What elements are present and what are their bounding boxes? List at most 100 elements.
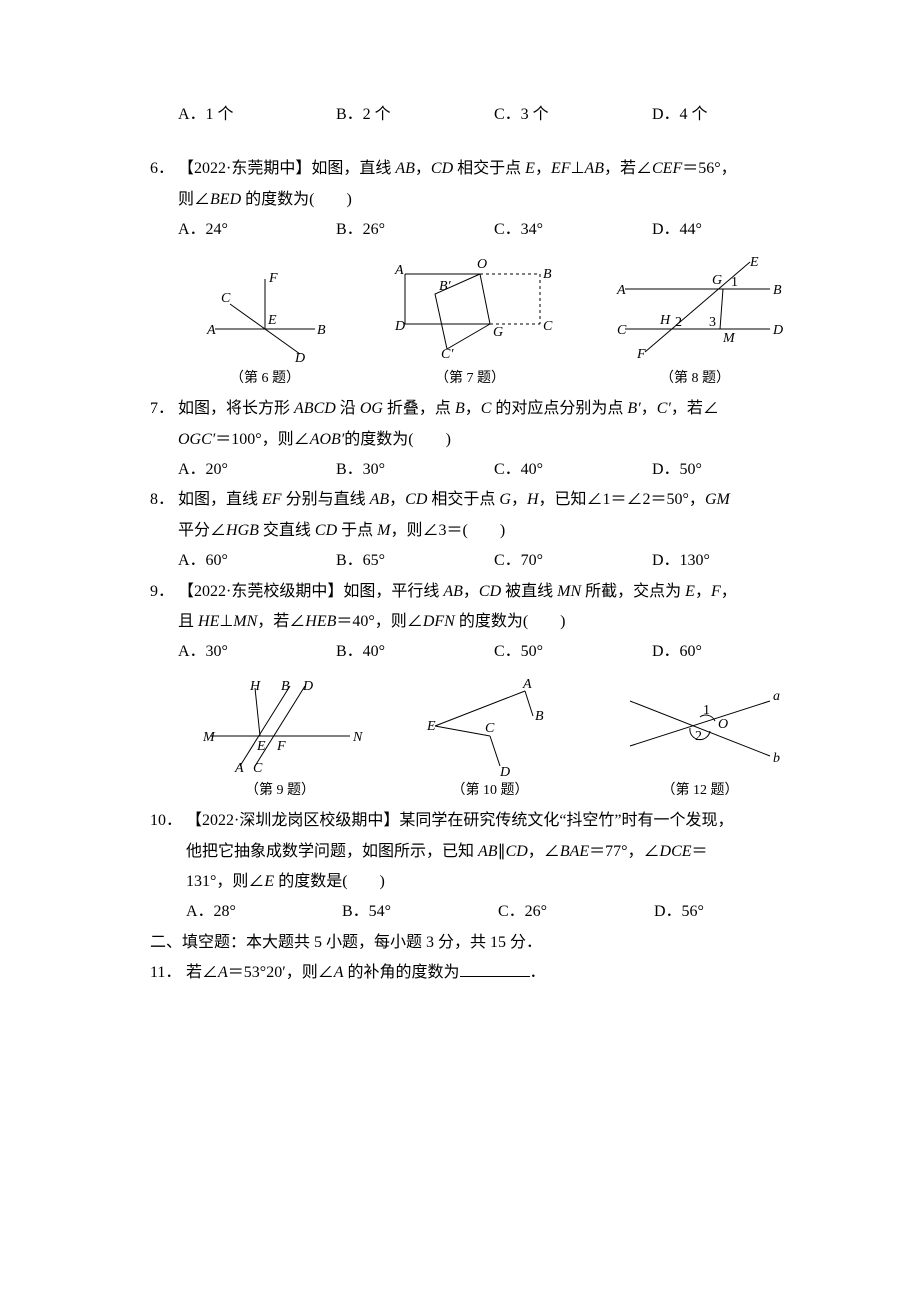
q11-t4: ． [530, 964, 546, 981]
q7-ogc: OGC′ [178, 431, 215, 448]
q8-m: M [377, 522, 390, 539]
fig9: M N H B D A C E F （第 9 题） [195, 676, 365, 805]
q9-t4: ， [721, 583, 737, 600]
q6-opt-b: B．26° [336, 215, 494, 245]
q7-t3: 折叠，点 [383, 400, 455, 417]
svg-text:G: G [493, 325, 503, 340]
figures-9-10-12: M N H B D A C E F （第 9 题） A [150, 676, 810, 805]
spacer [150, 130, 810, 154]
q8-l2a: 平分∠ [178, 522, 226, 539]
svg-text:F: F [268, 271, 278, 286]
q8-opt-d: D．130° [652, 546, 810, 576]
q6-ab2: AB [584, 160, 604, 177]
q10-line2: 他把它抽象成数学问题，如图所示，已知 AB∥CD，∠BAE＝77°，∠DCE＝ [150, 837, 810, 867]
q10-dce: DCE [660, 843, 692, 860]
q9-l2a: 且 [178, 613, 198, 630]
q9-options: A．30° B．40° C．50° D．60° [150, 637, 810, 667]
svg-text:1: 1 [703, 703, 710, 718]
q9-c1: ， [463, 583, 479, 600]
q8-opt-a: A．60° [178, 546, 336, 576]
q8-t1: 如图，直线 [178, 491, 262, 508]
svg-text:2: 2 [675, 315, 682, 330]
q6-t1: 【2022·东莞期中】如图，直线 [178, 160, 395, 177]
q8-line2: 平分∠HGB 交直线 CD 于点 M，则∠3＝( ) [150, 516, 810, 546]
q7-options: A．20° B．30° C．40° D．50° [150, 455, 810, 485]
q10-body: 【2022·深圳龙岗区校级期中】某同学在研究传统文化“抖空竹”时有一个发现， [186, 806, 810, 836]
fig7: A O B D G C B′ C′ （第 7 题） [385, 254, 555, 393]
q10-l3b: 的度数是( ) [274, 873, 385, 890]
q11-num: 11． [150, 958, 186, 988]
q9-l2b: ⊥ [219, 613, 233, 630]
svg-text:a: a [773, 689, 780, 704]
svg-text:E: E [256, 739, 266, 754]
q5-opt-b: B．2 个 [336, 100, 494, 130]
svg-text:M: M [722, 331, 736, 346]
q5-options: A．1 个 B．2 个 C．3 个 D．4 个 [150, 100, 810, 130]
q6-e: E [525, 160, 535, 177]
q8-num: 8． [150, 485, 178, 515]
svg-text:G: G [712, 273, 722, 288]
q11-t1: 若∠ [186, 964, 218, 981]
q10-ab: AB [478, 843, 498, 860]
svg-text:1: 1 [731, 275, 738, 290]
q10-cd: CD [506, 843, 528, 860]
q7-c: C [481, 400, 492, 417]
q9: 9． 【2022·东莞校级期中】如图，平行线 AB，CD 被直线 MN 所截，交… [150, 577, 810, 607]
q10-l3a: 131°，则∠ [186, 873, 264, 890]
q7-line2: OGC′＝100°，则∠AOB′的度数为( ) [150, 425, 810, 455]
q7-l2c: 的度数为( ) [344, 431, 451, 448]
q6-cef: CEF [652, 160, 682, 177]
q10-c1: ，∠ [528, 843, 560, 860]
q10-eq2: ＝ [692, 843, 708, 860]
q10-t1: 【2022·深圳龙岗区校级期中】某同学在研究传统文化“抖空竹”时有一个发现， [186, 812, 734, 829]
fig7-cap: （第 7 题） [435, 366, 505, 393]
q7-aob: AOB′ [310, 431, 345, 448]
q8-t3: 相交于点 [427, 491, 499, 508]
svg-text:C: C [617, 323, 627, 338]
q9-opt-d: D．60° [652, 637, 810, 667]
q7: 7． 如图，将长方形 ABCD 沿 OG 折叠，点 B，C 的对应点分别为点 B… [150, 394, 810, 424]
q8-hgb: HGB [226, 522, 259, 539]
q7-t5: ，若∠ [671, 400, 719, 417]
fig10: A B E C D （第 10 题） [415, 676, 565, 805]
q6-c2: ， [535, 160, 551, 177]
q7-opt-c: C．40° [494, 455, 652, 485]
svg-text:B: B [535, 709, 544, 724]
q7-b: B [455, 400, 465, 417]
fig6-svg: F C A B E D [195, 264, 335, 364]
fig10-svg: A B E C D [415, 676, 565, 776]
svg-text:D: D [394, 319, 405, 334]
page: A．1 个 B．2 个 C．3 个 D．4 个 6． 【2022·东莞期中】如图… [0, 0, 920, 1049]
q6-bed: BED [210, 191, 241, 208]
q10-par: ∥ [498, 843, 506, 860]
q11-blank [460, 960, 530, 977]
q6-perp: ⊥ [571, 160, 585, 177]
q9-body: 【2022·东莞校级期中】如图，平行线 AB，CD 被直线 MN 所截，交点为 … [178, 577, 810, 607]
fig12-cap: （第 12 题） [662, 778, 739, 805]
q9-mn: MN [557, 583, 581, 600]
svg-text:D: D [302, 679, 313, 694]
q10-bae: BAE [560, 843, 589, 860]
q7-body: 如图，将长方形 ABCD 沿 OG 折叠，点 B，C 的对应点分别为点 B′，C… [178, 394, 810, 424]
q9-t1: 【2022·东莞校级期中】如图，平行线 [178, 583, 443, 600]
q6-line2: 则∠BED 的度数为( ) [150, 185, 810, 215]
q11: 11． 若∠A＝53°20′，则∠A 的补角的度数为． [150, 958, 810, 988]
section-2-heading: 二、填空题：本大题共 5 小题，每小题 3 分，共 15 分． [150, 928, 810, 958]
fig8-svg: A B C D E F G H M 1 2 3 [605, 254, 785, 364]
svg-text:A: A [206, 323, 216, 338]
q9-mn2: MN [233, 613, 257, 630]
figures-6-7-8: F C A B E D （第 6 题） [150, 254, 810, 393]
q8-opt-c: C．70° [494, 546, 652, 576]
svg-text:D: D [294, 351, 305, 364]
q7-opt-b: B．30° [336, 455, 494, 485]
svg-text:C: C [543, 319, 553, 334]
q6-t3: ，若∠ [604, 160, 652, 177]
q6-opt-d: D．44° [652, 215, 810, 245]
svg-text:H: H [249, 679, 261, 694]
fig10-cap: （第 10 题） [452, 778, 529, 805]
fig9-svg: M N H B D A C E F [195, 676, 365, 776]
q10-opt-d: D．56° [654, 897, 810, 927]
svg-text:F: F [276, 739, 286, 754]
fig6-cap: （第 6 题） [230, 366, 300, 393]
q8-options: A．60° B．65° C．70° D．130° [150, 546, 810, 576]
